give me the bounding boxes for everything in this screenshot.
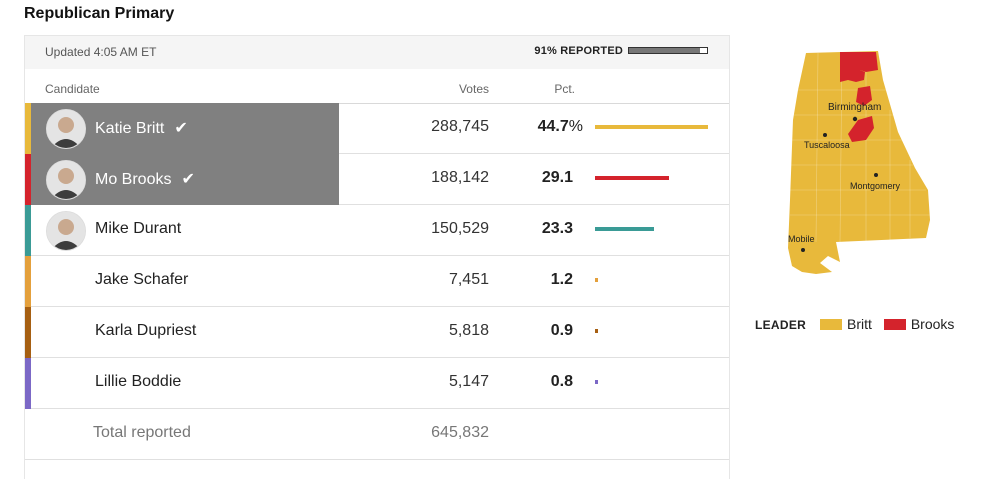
total-label: Total reported <box>93 424 191 441</box>
candidate-name: Jake Schafer <box>95 271 189 288</box>
total-row: Total reported 645,832 <box>25 409 729 460</box>
candidate-row-katie-britt: Katie Britt ✔ 288,745 44.7% <box>25 103 729 154</box>
candidate-row-jake-schafer: Jake Schafer 7,451 1.2 <box>25 256 729 307</box>
candidate-votes: 150,529 <box>431 220 489 237</box>
candidate-votes: 188,142 <box>431 169 489 186</box>
candidate-name-cell: Karla Dupriest <box>31 307 339 358</box>
updated-time: Updated 4:05 AM ET <box>45 45 157 59</box>
column-header-pct: Pct. <box>554 82 575 96</box>
candidate-avatar <box>46 160 86 200</box>
candidate-name: Karla Dupriest <box>95 322 197 339</box>
vote-share-bar <box>595 227 654 231</box>
vote-share-bar <box>595 125 708 129</box>
candidate-pct-value: 23.3 <box>541 220 573 237</box>
legend-swatch-brooks <box>883 319 906 330</box>
candidate-pct: 0.9 <box>525 322 573 340</box>
candidate-name: Katie Britt <box>95 120 165 137</box>
state-shape <box>788 51 930 274</box>
candidate-pct-value: 0.9 <box>550 322 573 339</box>
candidate-row-mike-durant: Mike Durant 150,529 23.3 <box>25 205 729 256</box>
party-color-stripe <box>25 205 31 256</box>
party-color-stripe <box>25 307 31 358</box>
vote-share-bar <box>595 329 598 333</box>
legend-item-britt: Britt <box>820 316 876 332</box>
reported-progress-fill <box>629 48 700 53</box>
vote-share-bar <box>595 278 598 282</box>
brooks-counties <box>840 52 878 142</box>
reported-progress-bar <box>628 47 708 54</box>
candidate-name-holder: Mo Brooks ✔ <box>95 169 195 189</box>
candidate-pct: 23.3 <box>525 220 573 238</box>
winner-check-icon: ✔ <box>181 171 195 188</box>
candidate-name: Mike Durant <box>95 220 182 237</box>
candidate-votes: 5,147 <box>448 373 489 390</box>
candidate-name-holder: Katie Britt ✔ <box>95 118 188 138</box>
total-votes: 645,832 <box>431 424 489 441</box>
candidate-pct-value: 44.7 <box>537 118 569 135</box>
city-label-mobile: Mobile <box>788 234 815 244</box>
column-header-candidate: Candidate <box>45 82 100 96</box>
candidate-pct-value: 29.1 <box>541 169 573 186</box>
city-label-tuscaloosa: Tuscaloosa <box>804 140 850 150</box>
map-legend: LEADER Britt Brooks <box>755 316 962 332</box>
winner-check-icon: ✔ <box>174 120 188 137</box>
column-header-votes: Votes <box>458 82 489 96</box>
candidate-name-cell: Mike Durant <box>31 205 339 256</box>
candidate-pct: 0.8 <box>525 373 573 391</box>
candidate-votes: 288,745 <box>431 118 489 135</box>
city-label-birmingham: Birmingham <box>828 102 881 113</box>
candidate-pct: 1.2 <box>525 271 573 289</box>
city-label-montgomery: Montgomery <box>850 181 901 191</box>
candidate-name-cell: Mo Brooks ✔ <box>31 154 339 205</box>
candidate-pct-value: 0.8 <box>550 373 573 390</box>
candidate-row-lillie-boddie: Lillie Boddie 5,147 0.8 <box>25 358 729 409</box>
candidate-avatar <box>46 211 86 251</box>
candidate-votes: 7,451 <box>448 271 489 288</box>
reported-label: 91% REPORTED <box>534 45 623 57</box>
candidate-row-mo-brooks: Mo Brooks ✔ 188,142 29.1 <box>25 154 729 205</box>
column-headers: Candidate Votes Pct. <box>25 69 729 104</box>
county-lines <box>790 51 930 243</box>
alabama-county-map[interactable]: Birmingham Tuscaloosa Montgomery Mobile <box>780 50 945 275</box>
status-bar: Updated 4:05 AM ET 91% REPORTED <box>25 36 729 69</box>
candidate-name-cell: Jake Schafer <box>31 256 339 307</box>
candidate-avatar <box>46 109 86 149</box>
legend-label: LEADER <box>755 318 807 332</box>
candidate-pct: 29.1 <box>525 169 573 187</box>
party-color-stripe <box>25 103 31 154</box>
results-table: Updated 4:05 AM ET 91% REPORTED Candidat… <box>24 35 730 479</box>
legend-text-britt: Britt <box>847 316 872 332</box>
candidate-name: Lillie Boddie <box>95 373 182 390</box>
candidate-name-cell: Katie Britt ✔ <box>31 103 339 154</box>
vote-share-bar <box>595 380 598 384</box>
legend-item-brooks: Brooks <box>883 316 955 332</box>
candidate-pct: 44.7% <box>535 118 583 136</box>
party-color-stripe <box>25 256 31 307</box>
page-title: Republican Primary <box>24 5 175 22</box>
candidate-pct-value: 1.2 <box>550 271 573 288</box>
candidate-row-karla-dupriest: Karla Dupriest 5,818 0.9 <box>25 307 729 358</box>
party-color-stripe <box>25 154 31 205</box>
candidate-name: Mo Brooks <box>95 171 172 188</box>
candidate-pct-sign: % <box>568 118 583 135</box>
city-markers <box>801 116 878 252</box>
legend-text-brooks: Brooks <box>910 316 955 332</box>
vote-share-bar <box>595 176 669 180</box>
party-color-stripe <box>25 358 31 409</box>
candidate-votes: 5,818 <box>448 322 489 339</box>
candidate-name-cell: Lillie Boddie <box>31 358 339 409</box>
legend-swatch-britt <box>820 319 843 330</box>
